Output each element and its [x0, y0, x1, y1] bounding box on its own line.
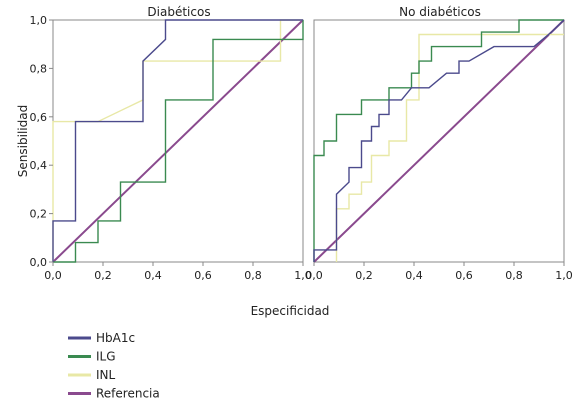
x-tick-label: 0,8 — [244, 269, 262, 282]
legend-label: HbA1c — [96, 331, 135, 345]
x-tick-label: 0,6 — [455, 269, 473, 282]
x-tick-label: 0,0 — [44, 269, 62, 282]
series-referencia-line — [52, 19, 304, 263]
series-layer — [313, 19, 565, 263]
series-hba1c-line — [313, 19, 565, 262]
x-tick-label: 0,8 — [505, 269, 523, 282]
y-tick-label: 0,4 — [30, 159, 48, 172]
y-axis-label: Sensibilidad — [16, 105, 30, 177]
panel-title: Diabéticos — [147, 5, 210, 19]
legend-label: Referencia — [96, 387, 160, 401]
panel-title: No diabéticos — [399, 5, 481, 19]
plot-frame — [313, 19, 565, 263]
x-tick-label: 0,6 — [194, 269, 212, 282]
y-tick-label: 1,0 — [30, 14, 48, 27]
series-layer — [52, 19, 304, 263]
panel-diabeticos: Diabéticos 0,0 0,2 0,4 0,6 0,8 1,00,00,20,40,… — [30, 5, 312, 282]
legend: HbA1c ILG INL Referencia — [68, 331, 160, 401]
series-inl-line — [335, 33, 564, 262]
ticks-layer: 0,0 0,2 0,4 0,6 0,8 1,0 0,0 0,2 0,4 0,6 0,8 1,0 — [30, 14, 312, 282]
ticks-layer: 0,0 0,2 0,4 0,6 0,8 1,0 — [305, 262, 573, 282]
x-axis-label: Especificidad — [251, 304, 330, 318]
x-tick-label: 1,0 — [294, 269, 312, 282]
y-tick-label: 0,8 — [30, 62, 48, 75]
series-ilg-line — [53, 20, 304, 263]
panel-no-diabeticos: No diabéticos 0,0 0,2 0,4 0,6 0,8 1,0 — [305, 5, 573, 282]
x-tick-label: 0,4 — [144, 269, 162, 282]
x-tick-label: 1,0 — [555, 269, 573, 282]
y-tick-label: 0,0 — [30, 256, 48, 269]
y-tick-label: 0,2 — [30, 208, 48, 221]
x-tick-label: 0,2 — [94, 269, 112, 282]
x-tick-label: 0,0 — [305, 269, 323, 282]
x-tick-label: 0,2 — [355, 269, 373, 282]
legend-label: INL — [96, 368, 116, 382]
x-tick-label: 0,4 — [405, 269, 423, 282]
series-referencia-line — [313, 19, 565, 263]
y-tick-label: 0,6 — [30, 111, 48, 124]
series-hba1c-line — [52, 19, 303, 262]
legend-label: ILG — [96, 350, 116, 364]
